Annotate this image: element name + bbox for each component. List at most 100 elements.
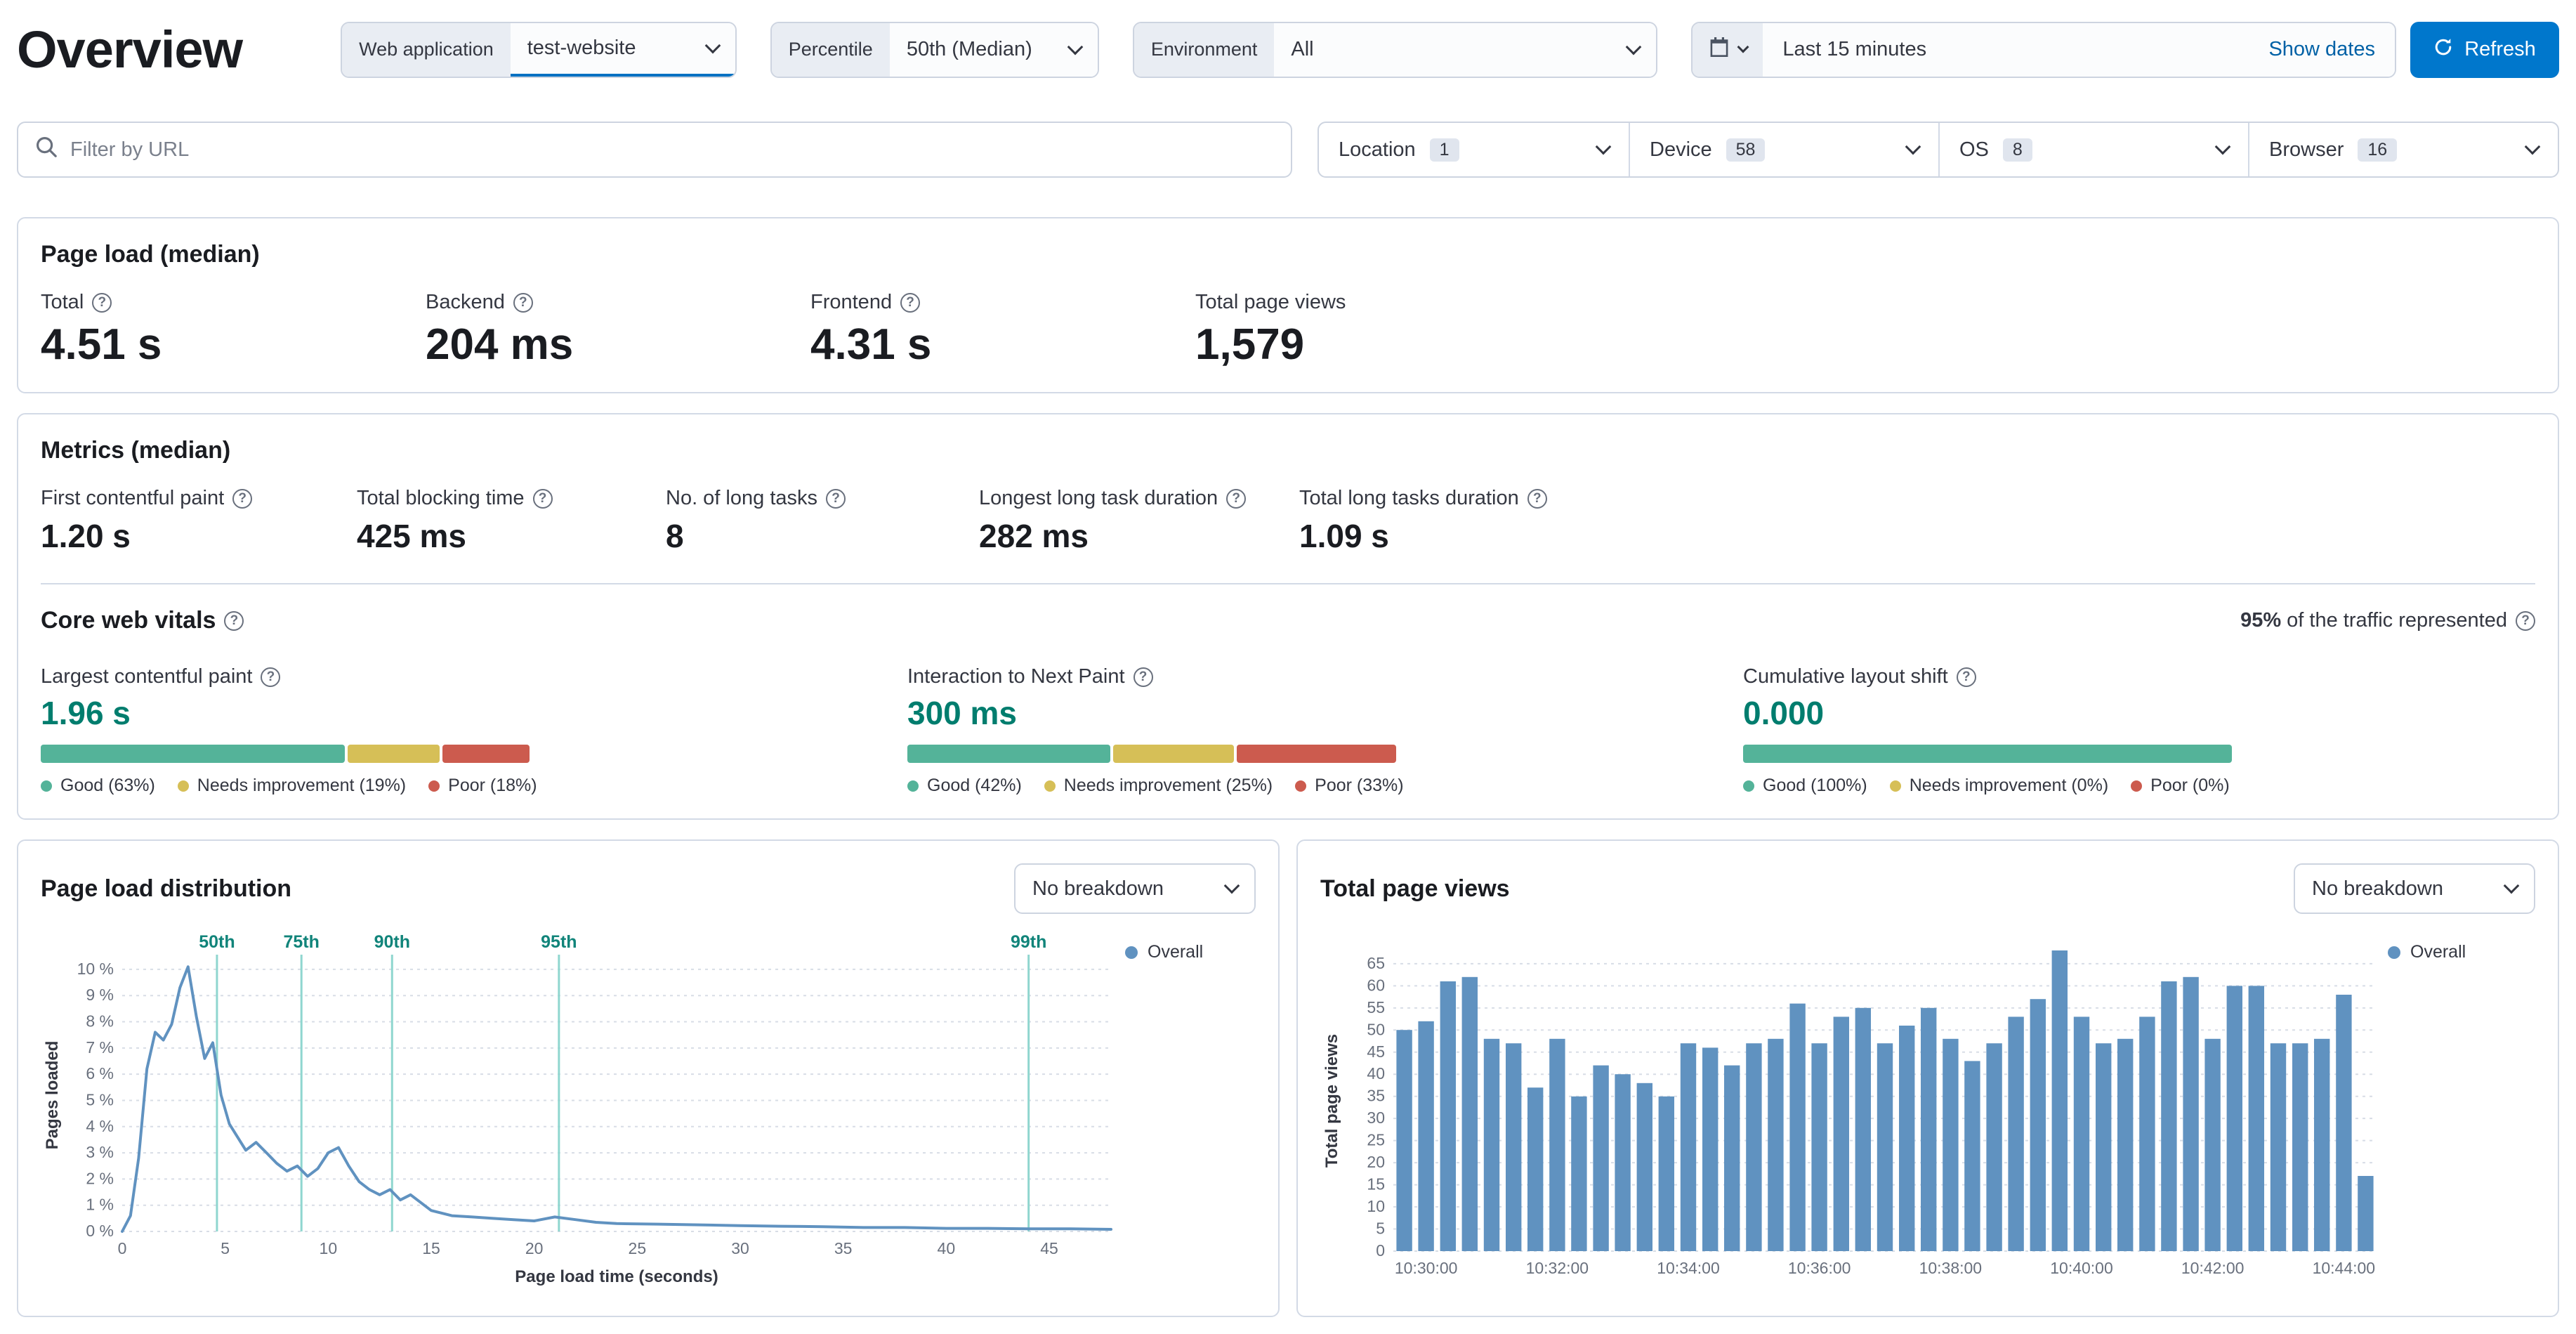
environment-value: All	[1291, 38, 1314, 60]
svg-text:5: 5	[221, 1239, 230, 1257]
info-icon[interactable]	[224, 610, 244, 631]
legend-good[interactable]: Good (63%)	[41, 776, 155, 796]
info-icon[interactable]	[261, 667, 281, 687]
location-filter[interactable]: Location 1	[1319, 123, 1629, 176]
location-filter-label: Location	[1339, 138, 1416, 161]
svg-text:3 %: 3 %	[86, 1143, 114, 1161]
svg-text:10:34:00: 10:34:00	[1657, 1259, 1720, 1277]
refresh-button[interactable]: Refresh	[2410, 21, 2559, 78]
legend-poor[interactable]: Poor (0%)	[2131, 776, 2230, 796]
environment-select[interactable]: All	[1274, 22, 1657, 77]
stat-total-task-duration-label: Total long tasks duration	[1299, 487, 1519, 509]
distribution-legend-overall[interactable]: Overall	[1125, 931, 1254, 1293]
web-application-value: test-website	[527, 37, 636, 59]
page-load-stats: Total 4.51 s Backend 204 ms Frontend 4.3…	[41, 291, 2535, 370]
legend-good[interactable]: Good (42%)	[907, 776, 1022, 796]
web-application-label: Web application	[342, 22, 511, 77]
total-page-views-title: Total page views	[1320, 875, 1510, 902]
info-icon[interactable]	[532, 488, 553, 509]
stat-backend-value: 204 ms	[426, 320, 574, 369]
stat-longest-task-label: Longest long task duration	[979, 487, 1218, 509]
show-dates-link[interactable]: Show dates	[2268, 38, 2375, 60]
svg-text:10:42:00: 10:42:00	[2181, 1259, 2245, 1277]
stat-tbt-value: 425 ms	[357, 518, 467, 554]
traffic-percentage: 95%	[2240, 609, 2282, 632]
legend-poor[interactable]: Poor (33%)	[1295, 776, 1404, 796]
info-icon[interactable]	[2516, 610, 2535, 631]
page-views-legend-overall[interactable]: Overall	[2388, 931, 2517, 1293]
stat-fcp-label: First contentful paint	[41, 487, 225, 509]
stat-fcp: First contentful paint 1.20 s	[41, 487, 357, 555]
info-icon[interactable]	[1133, 667, 1153, 687]
info-icon[interactable]	[1527, 488, 1547, 509]
stat-longest-task-value: 282 ms	[979, 518, 1089, 554]
svg-text:10:32:00: 10:32:00	[1526, 1259, 1589, 1277]
svg-text:5: 5	[1376, 1219, 1385, 1238]
traffic-text: of the traffic represented	[2287, 609, 2507, 632]
vital-cls-label: Cumulative layout shift	[1743, 665, 1948, 688]
info-icon[interactable]	[1226, 488, 1247, 509]
metrics-panel-title: Metrics (median)	[41, 437, 231, 464]
legend-poor[interactable]: Poor (18%)	[428, 776, 537, 796]
svg-text:50: 50	[1367, 1020, 1385, 1038]
vital-inp-legend: Good (42%) Needs improvement (25%) Poor …	[907, 776, 1743, 796]
vital-cls: Cumulative layout shift 0.000 Good (100%…	[1743, 665, 2535, 796]
distribution-breakdown-select[interactable]: No breakdown	[1014, 863, 1256, 914]
charts-row: Page load distribution No breakdown 0 % 1…	[17, 839, 2559, 1317]
stat-fcp-value: 1.20 s	[41, 518, 131, 554]
os-filter-label: OS	[1959, 138, 1989, 161]
svg-text:0: 0	[1376, 1241, 1385, 1260]
svg-text:25: 25	[629, 1239, 647, 1257]
svg-text:10: 10	[1367, 1197, 1385, 1215]
needs-improvement-dot-icon	[1044, 780, 1056, 792]
page-views-breakdown-select[interactable]: No breakdown	[2294, 863, 2535, 914]
chevron-down-icon	[2503, 877, 2520, 894]
vital-inp: Interaction to Next Paint 300 ms Good (4…	[907, 665, 1743, 796]
percentile-label: Percentile	[771, 22, 890, 77]
info-icon[interactable]	[513, 292, 533, 313]
percentile-control: Percentile 50th (Median)	[770, 21, 1099, 78]
legend-needs-improvement[interactable]: Needs improvement (19%)	[177, 776, 406, 796]
info-icon[interactable]	[232, 488, 253, 509]
url-filter-input[interactable]	[70, 138, 1274, 162]
svg-text:75th: 75th	[283, 932, 319, 952]
good-dot-icon	[907, 780, 919, 792]
quick-select-button[interactable]	[1693, 22, 1763, 77]
page-load-distribution-panel: Page load distribution No breakdown 0 % 1…	[17, 839, 1280, 1317]
vital-lcp-legend: Good (63%) Needs improvement (19%) Poor …	[41, 776, 907, 796]
svg-text:9 %: 9 %	[86, 986, 114, 1004]
stat-tbt: Total blocking time 425 ms	[357, 487, 666, 555]
os-filter[interactable]: OS 8	[1938, 123, 2248, 176]
info-icon[interactable]	[1956, 667, 1976, 687]
svg-text:6 %: 6 %	[86, 1064, 114, 1083]
web-application-select[interactable]: test-website	[510, 22, 735, 77]
percentile-select[interactable]: 50th (Median)	[889, 22, 1098, 77]
legend-needs-improvement[interactable]: Needs improvement (0%)	[1889, 776, 2108, 796]
stat-backend: Backend 204 ms	[426, 291, 810, 370]
svg-text:10:30:00: 10:30:00	[1395, 1259, 1458, 1277]
browser-filter[interactable]: Browser 16	[2248, 123, 2558, 176]
svg-text:0: 0	[118, 1239, 127, 1257]
info-icon[interactable]	[826, 488, 846, 509]
needs-improvement-dot-icon	[1889, 780, 1901, 792]
svg-text:30: 30	[1367, 1109, 1385, 1127]
svg-text:60: 60	[1367, 976, 1385, 994]
date-range-button[interactable]: Last 15 minutes Show dates	[1763, 22, 2395, 77]
svg-text:4 %: 4 %	[86, 1117, 114, 1135]
stat-long-tasks-label: No. of long tasks	[666, 487, 817, 509]
browser-count-badge: 16	[2358, 138, 2398, 162]
info-icon[interactable]	[900, 292, 921, 313]
traffic-represented-note: 95% of the traffic represented	[2240, 609, 2535, 632]
svg-text:8 %: 8 %	[86, 1012, 114, 1031]
device-filter[interactable]: Device 58	[1629, 123, 1938, 176]
legend-good[interactable]: Good (100%)	[1743, 776, 1867, 796]
total-page-views-chart[interactable]: 0 5 10 15 20 25 30 35 40 45 50 55 60 65 10:30:00 10:32:…	[1320, 931, 2388, 1293]
stat-long-tasks: No. of long tasks 8	[666, 487, 979, 555]
svg-text:10: 10	[320, 1239, 338, 1257]
environment-label: Environment	[1133, 22, 1275, 77]
core-web-vitals-title: Core web vitals	[41, 607, 216, 634]
info-icon[interactable]	[92, 292, 112, 313]
poor-dot-icon	[428, 780, 440, 792]
page-load-distribution-chart[interactable]: 0 % 1 % 2 % 3 % 4 % 5 % 6 % 7 % 8 % 9 % 10 % 0 5 10 15…	[41, 931, 1125, 1293]
legend-needs-improvement[interactable]: Needs improvement (25%)	[1044, 776, 1273, 796]
